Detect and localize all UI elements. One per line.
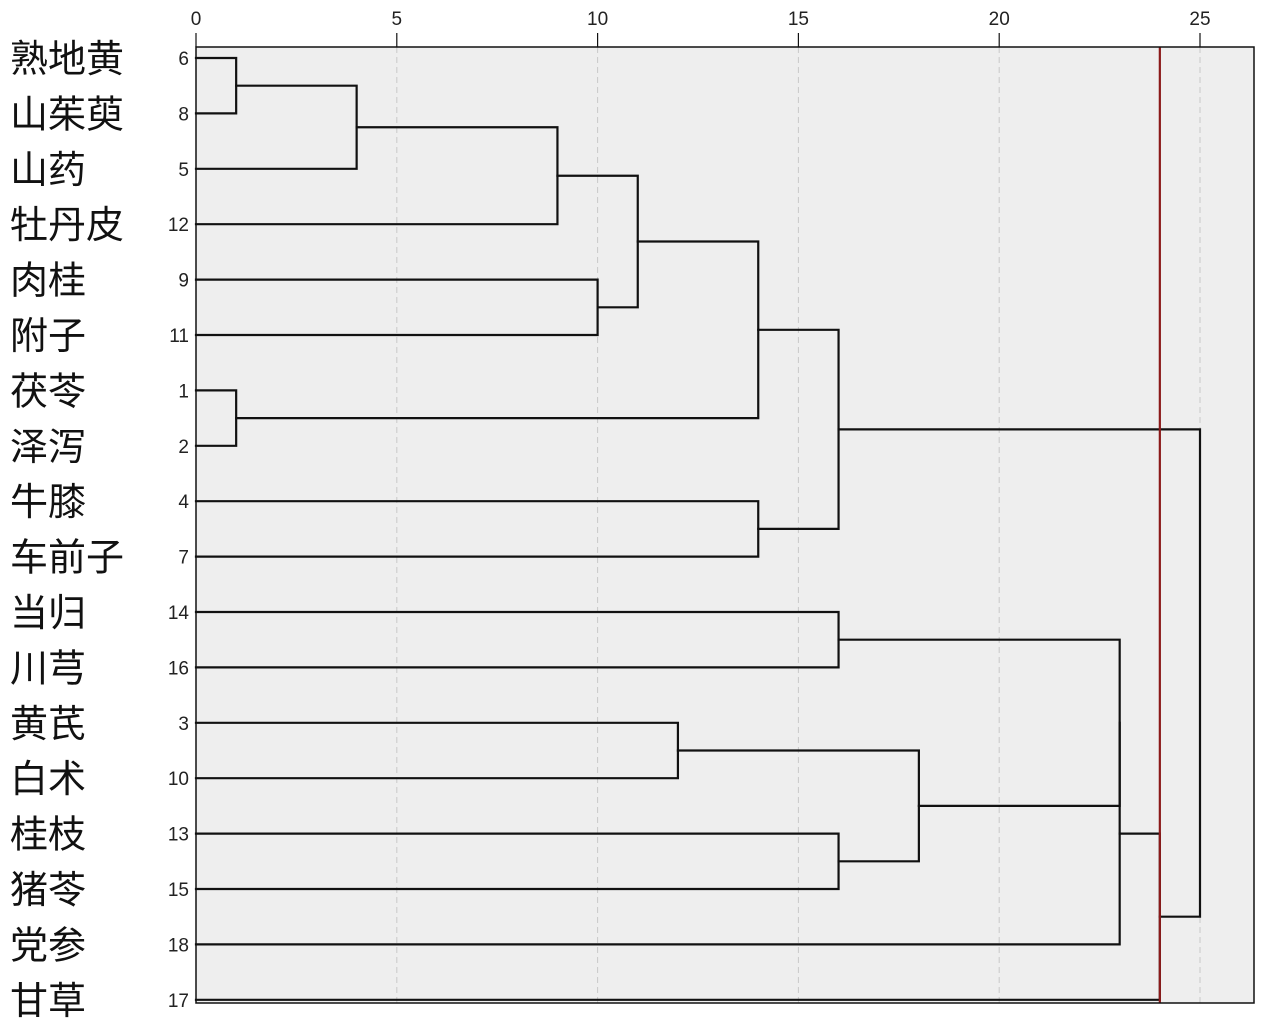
leaf-name-1: 茯苓 [10,369,86,413]
leaf-id-5: 5 [178,160,189,181]
leaf-id-11: 11 [169,326,189,347]
leaf-name-15: 猪苓 [10,868,86,912]
leaf-id-13: 13 [168,825,189,846]
leaf-id-3: 3 [178,714,189,735]
leaf-name-12: 牡丹皮 [10,203,124,247]
tick-label-0: 0 [191,9,202,30]
plot-frame [195,46,1255,1004]
leaf-id-9: 9 [178,271,189,292]
leaf-name-5: 山药 [10,148,86,192]
cluster-link-34 [837,428,1202,918]
leaf-id-14: 14 [168,603,190,624]
leaf-name-10: 白术 [10,757,86,801]
leaf-name-16: 川芎 [10,646,86,690]
leaf-name-14: 当归 [10,591,86,635]
cluster-link-32 [194,721,1121,946]
tick-label-20: 20 [989,9,1010,30]
plot-area [196,47,1254,1003]
leaf-name-17: 甘草 [10,979,86,1020]
leaf-id-1: 1 [178,381,189,402]
leaf-id-16: 16 [168,658,189,679]
leaf-name-2: 泽泻 [10,425,86,469]
leaf-id-4: 4 [178,492,189,513]
leaf-name-3: 黄芪 [10,702,86,746]
leaf-id-15: 15 [168,880,189,901]
leaf-name-9: 肉桂 [10,259,86,303]
leaf-name-6: 熟地黄 [10,37,124,81]
tick-label-5: 5 [392,9,403,30]
leaf-name-8: 山茱萸 [10,92,124,136]
leaf-id-17: 17 [168,991,189,1012]
dendrogram-links [194,56,1202,1001]
leaf-name-4: 牛膝 [10,480,86,524]
leaf-id-18: 18 [168,935,189,956]
x-axis: 0 5 10 15 20 25 [191,9,1211,47]
leaf-name-13: 桂枝 [10,813,86,857]
tick-label-10: 10 [587,9,608,30]
leaf-name-18: 党参 [10,923,86,967]
leaf-id-6: 6 [178,49,189,70]
leaf-id-12: 12 [168,215,189,236]
tick-label-15: 15 [788,9,809,30]
leaf-id-10: 10 [168,769,189,790]
leaf-name-11: 附子 [10,314,86,358]
leaf-id-2: 2 [178,437,189,458]
tick-label-25: 25 [1189,9,1210,30]
leaf-name-7: 车前子 [10,536,124,580]
leaf-id-7: 7 [178,548,189,569]
leaf-id-8: 8 [178,104,189,125]
